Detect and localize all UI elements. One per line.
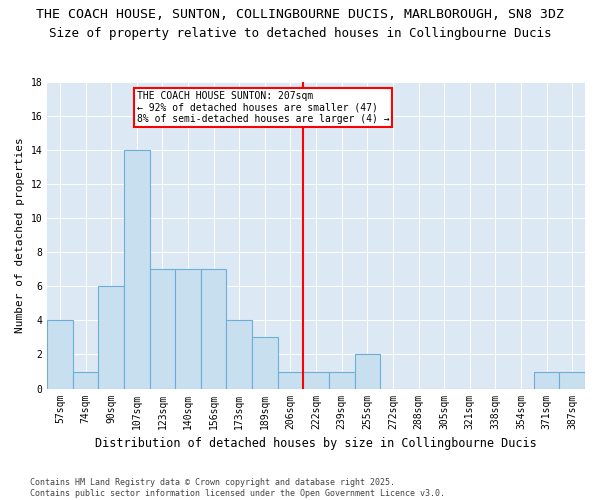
- Bar: [226, 320, 252, 388]
- Text: Size of property relative to detached houses in Collingbourne Ducis: Size of property relative to detached ho…: [49, 28, 551, 40]
- Bar: [73, 372, 98, 388]
- Bar: [329, 372, 355, 388]
- Bar: [98, 286, 124, 388]
- X-axis label: Distribution of detached houses by size in Collingbourne Ducis: Distribution of detached houses by size …: [95, 437, 537, 450]
- Bar: [303, 372, 329, 388]
- Bar: [175, 270, 201, 388]
- Bar: [278, 372, 303, 388]
- Bar: [534, 372, 559, 388]
- Bar: [124, 150, 149, 388]
- Bar: [47, 320, 73, 388]
- Bar: [201, 270, 226, 388]
- Bar: [355, 354, 380, 388]
- Text: THE COACH HOUSE, SUNTON, COLLINGBOURNE DUCIS, MARLBOROUGH, SN8 3DZ: THE COACH HOUSE, SUNTON, COLLINGBOURNE D…: [36, 8, 564, 20]
- Y-axis label: Number of detached properties: Number of detached properties: [15, 138, 25, 333]
- Bar: [252, 338, 278, 388]
- Text: THE COACH HOUSE SUNTON: 207sqm
← 92% of detached houses are smaller (47)
8% of s: THE COACH HOUSE SUNTON: 207sqm ← 92% of …: [137, 90, 389, 124]
- Bar: [149, 270, 175, 388]
- Bar: [559, 372, 585, 388]
- Text: Contains HM Land Registry data © Crown copyright and database right 2025.
Contai: Contains HM Land Registry data © Crown c…: [30, 478, 445, 498]
